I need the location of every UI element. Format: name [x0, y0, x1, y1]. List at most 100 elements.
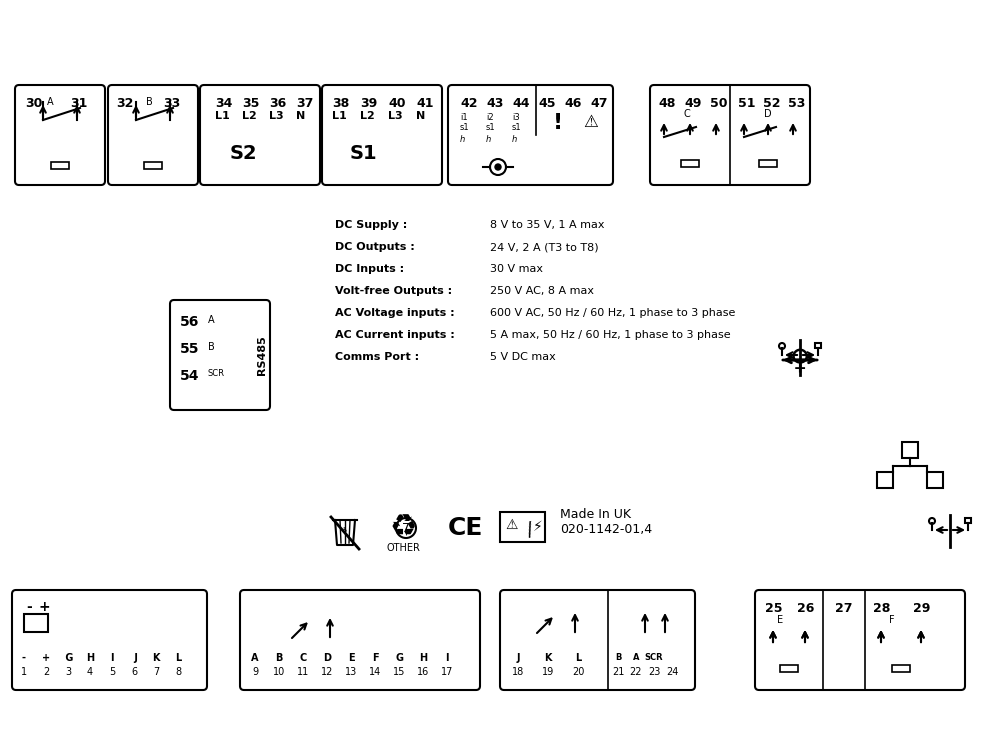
Bar — [759, 160, 777, 166]
Bar — [892, 664, 910, 671]
Text: 24: 24 — [666, 667, 678, 677]
Text: 16: 16 — [417, 667, 429, 677]
Text: 5: 5 — [109, 667, 115, 677]
Text: SCR: SCR — [645, 653, 663, 662]
FancyBboxPatch shape — [12, 590, 207, 690]
Text: C: C — [299, 653, 307, 663]
Text: 54: 54 — [180, 369, 200, 383]
Text: /: / — [525, 520, 536, 540]
Text: Volt-free Outputs :: Volt-free Outputs : — [335, 286, 452, 296]
Text: 23: 23 — [648, 667, 660, 677]
Text: s1: s1 — [486, 123, 496, 132]
Text: 5 A max, 50 Hz / 60 Hz, 1 phase to 3 phase: 5 A max, 50 Hz / 60 Hz, 1 phase to 3 pha… — [490, 330, 731, 340]
Text: 4: 4 — [87, 667, 93, 677]
Text: F: F — [372, 653, 378, 663]
Bar — [902, 442, 918, 458]
Text: 5 V DC max: 5 V DC max — [490, 352, 556, 362]
Text: 53: 53 — [788, 97, 805, 110]
Text: B: B — [208, 342, 215, 352]
Text: 51: 51 — [738, 97, 756, 110]
Text: 43: 43 — [486, 97, 503, 110]
Text: DC Inputs :: DC Inputs : — [335, 264, 404, 274]
Text: SCR: SCR — [208, 369, 225, 378]
Text: D: D — [764, 109, 772, 119]
Text: H: H — [86, 653, 94, 663]
FancyBboxPatch shape — [322, 85, 442, 185]
Text: Comms Port :: Comms Port : — [335, 352, 419, 362]
Text: h: h — [512, 135, 517, 144]
Text: s1: s1 — [512, 123, 522, 132]
Text: OTHER: OTHER — [386, 543, 420, 553]
FancyBboxPatch shape — [500, 590, 695, 690]
Text: 3: 3 — [65, 667, 71, 677]
Text: B: B — [615, 653, 621, 662]
Bar — [927, 472, 943, 488]
Text: DC Supply :: DC Supply : — [335, 220, 407, 230]
FancyBboxPatch shape — [755, 590, 965, 690]
Text: 9: 9 — [252, 667, 258, 677]
Text: 7: 7 — [402, 521, 410, 535]
Text: L2: L2 — [360, 111, 375, 121]
Text: 14: 14 — [369, 667, 381, 677]
Text: L1: L1 — [332, 111, 347, 121]
Text: ♻: ♻ — [389, 514, 417, 542]
Text: 34: 34 — [215, 97, 232, 110]
Text: 33: 33 — [163, 97, 180, 110]
Text: 7: 7 — [153, 667, 159, 677]
Text: 44: 44 — [512, 97, 530, 110]
FancyBboxPatch shape — [15, 85, 105, 185]
FancyBboxPatch shape — [650, 85, 810, 185]
Text: 46: 46 — [564, 97, 581, 110]
Text: 600 V AC, 50 Hz / 60 Hz, 1 phase to 3 phase: 600 V AC, 50 Hz / 60 Hz, 1 phase to 3 ph… — [490, 308, 735, 318]
Text: B: B — [146, 97, 153, 107]
Text: 8: 8 — [175, 667, 181, 677]
Text: i2: i2 — [486, 113, 494, 122]
Text: 250 V AC, 8 A max: 250 V AC, 8 A max — [490, 286, 594, 296]
Text: 19: 19 — [542, 667, 554, 677]
Text: 20: 20 — [572, 667, 584, 677]
Text: AC Current inputs :: AC Current inputs : — [335, 330, 455, 340]
Text: 56: 56 — [180, 315, 199, 329]
Bar — [51, 161, 69, 169]
Text: S1: S1 — [350, 144, 378, 163]
Bar — [500, 512, 545, 542]
Text: 17: 17 — [441, 667, 453, 677]
Text: L2: L2 — [242, 111, 257, 121]
FancyBboxPatch shape — [108, 85, 198, 185]
Text: ⚡: ⚡ — [533, 520, 543, 534]
Text: 1: 1 — [21, 667, 27, 677]
Text: 24 V, 2 A (T3 to T8): 24 V, 2 A (T3 to T8) — [490, 242, 599, 252]
Text: 31: 31 — [70, 97, 87, 110]
Text: h: h — [460, 135, 465, 144]
Text: ⚠: ⚠ — [583, 113, 598, 131]
Bar — [815, 343, 821, 348]
Text: E: E — [348, 653, 354, 663]
Text: N: N — [296, 111, 305, 121]
Text: 39: 39 — [360, 97, 377, 110]
Text: G: G — [62, 653, 74, 663]
Text: 47: 47 — [590, 97, 608, 110]
Text: +: + — [42, 653, 50, 663]
Text: 27: 27 — [835, 602, 852, 615]
Text: 29: 29 — [913, 602, 930, 615]
Text: 32: 32 — [116, 97, 133, 110]
Text: L3: L3 — [269, 111, 284, 121]
Text: 28: 28 — [873, 602, 890, 615]
Text: ♀: ♀ — [790, 346, 810, 374]
Text: 35: 35 — [242, 97, 259, 110]
Text: L1: L1 — [215, 111, 230, 121]
Text: L: L — [575, 653, 581, 663]
Text: 22: 22 — [630, 667, 642, 677]
Text: 38: 38 — [332, 97, 349, 110]
Text: E: E — [777, 615, 783, 625]
Text: 40: 40 — [388, 97, 406, 110]
Circle shape — [495, 164, 501, 170]
Text: 18: 18 — [512, 667, 524, 677]
Text: G: G — [395, 653, 403, 663]
Text: ⚠: ⚠ — [505, 518, 518, 532]
Text: B: B — [275, 653, 283, 663]
Text: J: J — [131, 653, 137, 663]
FancyBboxPatch shape — [448, 85, 613, 185]
Bar — [965, 518, 971, 523]
Text: 8 V to 35 V, 1 A max: 8 V to 35 V, 1 A max — [490, 220, 604, 230]
